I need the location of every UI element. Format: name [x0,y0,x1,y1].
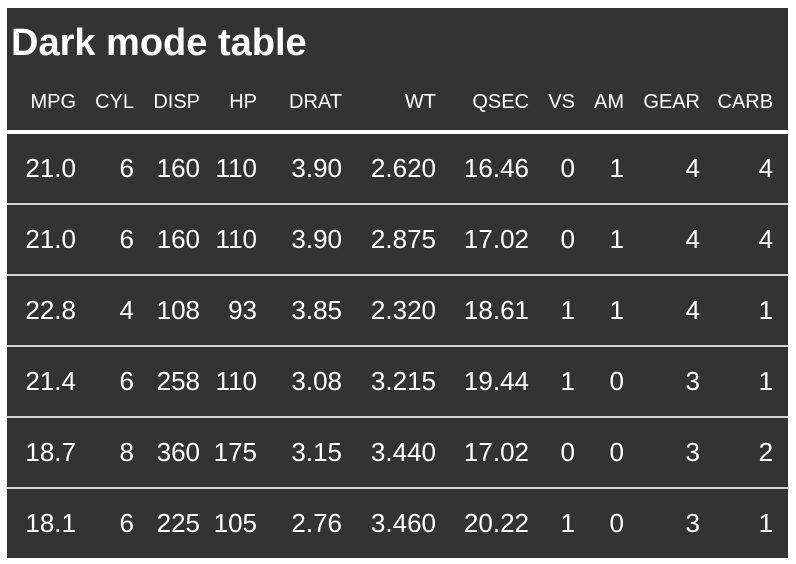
dark-table: Dark mode table MPG CYL DISP HP DRAT WT QSEC VS… [7,8,789,558]
column-header-cyl: CYL [76,74,134,134]
table-cell: 18.61 [436,274,529,346]
table-row: 22.8 4 108 93 3.85 2.320 18.61 1 1 4 1 [7,274,789,346]
table-cell: 258 [134,345,200,417]
column-header-mpg: MPG [7,74,76,134]
table-body: 21.0 6 160 110 3.90 2.620 16.46 0 1 4 4 21.0 6 160 110… [7,132,789,558]
table-cell: 18.1 [7,487,76,558]
table-cell: 4 [758,153,774,183]
table-cell: 0 [529,203,575,275]
table-cell: 4 [624,274,700,346]
table-cell: 1 [575,274,624,346]
table-cell: 3.15 [257,416,342,488]
table-row: 21.4 6 258 110 3.08 3.215 19.44 1 0 3 1 [7,345,789,417]
column-header-disp: DISP [134,74,200,134]
table-cell: 360 [134,416,200,488]
table-cell: 4 [76,274,134,346]
table-cell: 110 [215,153,257,183]
table-cell: 3.215 [342,345,436,417]
table-cell: 2.320 [342,274,436,346]
table-header: Dark mode table MPG CYL DISP HP DRAT WT QSEC VS… [7,8,789,134]
table-cell: 16.46 [463,153,529,183]
table-cell: 3 [624,416,700,488]
table-row: 18.7 8 360 175 3.15 3.440 17.02 0 0 3 2 [7,416,789,488]
table-cell: 3.85 [257,274,342,346]
table-row: 21.0 6 160 110 3.90 2.620 16.46 0 1 4 4 [7,132,788,204]
table-cell: 0 [575,345,624,417]
table-cell: 17.02 [436,416,529,488]
table-cell: 1 [700,274,789,346]
table-cell: 0 [575,487,624,558]
table-cell: 0 [560,153,575,183]
column-header-wt: WT [342,74,436,134]
table-cell: 4 [700,203,789,275]
column-header-gear: GEAR [624,74,700,134]
table-cell: 2.875 [342,203,436,275]
table-cell: 0 [575,416,624,488]
table-cell: 1 [575,203,624,275]
column-header-drat: DRAT [257,74,342,134]
table-cell: 8 [76,416,134,488]
table-cell: 3.90 [291,153,342,183]
table-cell: 1 [529,274,575,346]
table-cell: 21.0 [7,203,76,275]
table-cell: 3.440 [342,416,436,488]
column-header-carb: CARB [700,74,789,134]
table-cell: 22.8 [7,274,76,346]
table-cell: 160 [134,203,200,275]
table-cell: 110 [200,203,257,275]
table-cell: 175 [200,416,257,488]
table-cell: 105 [200,487,257,558]
table-container: Dark mode table MPG CYL DISP HP DRAT WT QSEC VS… [7,8,789,558]
table-title: Dark mode table [11,21,307,64]
table-cell: 3.08 [257,345,342,417]
table-cell: 3.460 [342,487,436,558]
table-cell: 4 [685,153,700,183]
table-cell: 6 [119,153,134,183]
table-cell: 4 [624,203,700,275]
table-row: 21.0 6 160 110 3.90 2.875 17.02 0 1 4 4 [7,203,789,275]
table-cell: 2.620 [370,153,436,183]
column-header-qsec: QSEC [436,74,529,134]
table-cell: 160 [156,153,200,183]
table-cell: 1 [609,153,624,183]
table-cell: 93 [200,274,257,346]
table-cell: 21.4 [7,345,76,417]
table-cell: 18.7 [7,416,76,488]
table-cell: 110 [200,345,257,417]
table-cell: 225 [134,487,200,558]
table-cell: 3 [624,487,700,558]
column-header-vs: VS [529,74,575,134]
table-cell: 3 [624,345,700,417]
table-cell: 0 [529,416,575,488]
title-row: Dark mode table [7,8,788,74]
column-header-hp: HP [200,74,257,134]
table-cell: 17.02 [436,203,529,275]
table-row: 18.1 6 225 105 2.76 3.460 20.22 1 0 3 1 [7,487,789,558]
table-cell: 20.22 [436,487,529,558]
table-cell: 1 [700,345,789,417]
table-cell: 1 [700,487,789,558]
table-cell: 6 [76,203,134,275]
table-cell: 6 [76,345,134,417]
table-cell: 108 [134,274,200,346]
header-row: MPG CYL DISP HP DRAT WT QSEC VS AM GEAR CARB [7,74,789,134]
table-cell: 21.0 [25,153,76,183]
table-cell: 19.44 [436,345,529,417]
table-cell: 6 [76,487,134,558]
table-cell: 2.76 [257,487,342,558]
column-header-am: AM [575,74,624,134]
table-cell: 1 [529,345,575,417]
table-cell: 3.90 [257,203,342,275]
table-cell: 1 [529,487,575,558]
table-cell: 2 [700,416,789,488]
